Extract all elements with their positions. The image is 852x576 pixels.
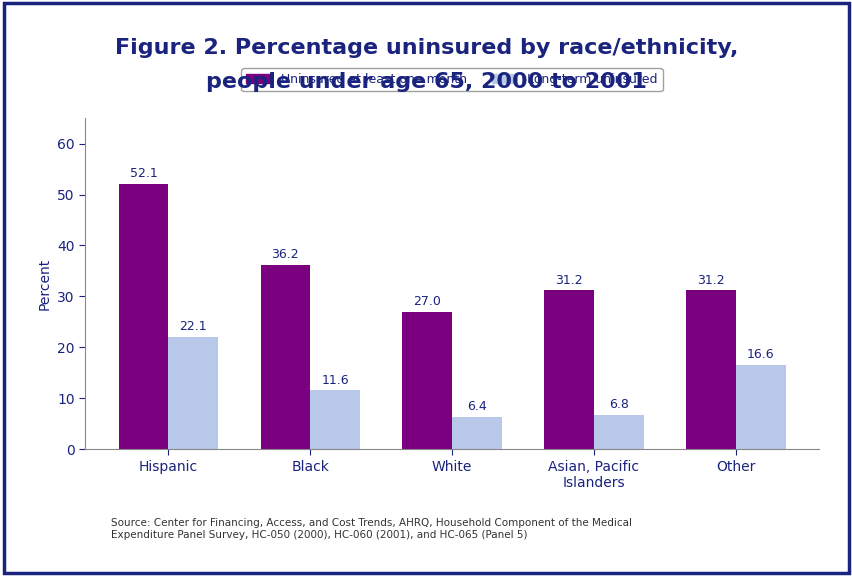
Y-axis label: Percent: Percent <box>37 257 52 310</box>
Bar <box>168 336 218 449</box>
Bar <box>118 184 168 449</box>
Text: 27.0: 27.0 <box>413 295 440 308</box>
Text: 36.2: 36.2 <box>271 248 299 262</box>
Text: 52.1: 52.1 <box>130 167 157 180</box>
Bar <box>685 290 735 449</box>
Bar <box>452 416 501 449</box>
Text: 11.6: 11.6 <box>321 374 348 386</box>
Text: 31.2: 31.2 <box>696 274 724 287</box>
Text: 6.4: 6.4 <box>467 400 486 413</box>
Text: Source: Center for Financing, Access, and Cost Trends, AHRQ, Household Component: Source: Center for Financing, Access, an… <box>111 518 631 540</box>
Text: 6.8: 6.8 <box>608 398 628 411</box>
Bar <box>402 312 452 449</box>
Bar <box>310 390 360 449</box>
Text: 31.2: 31.2 <box>555 274 582 287</box>
Legend: Uninsured at least one month, Long-term uninsured: Uninsured at least one month, Long-term … <box>241 68 662 91</box>
Text: Figure 2. Percentage uninsured by race/ethnicity,: Figure 2. Percentage uninsured by race/e… <box>115 37 737 58</box>
Text: 16.6: 16.6 <box>746 348 774 361</box>
Bar <box>544 290 593 449</box>
Bar <box>735 365 785 449</box>
Bar <box>593 415 643 449</box>
Bar <box>260 265 310 449</box>
Text: 22.1: 22.1 <box>179 320 207 333</box>
Text: people under age 65, 2000 to 2001: people under age 65, 2000 to 2001 <box>206 72 646 92</box>
